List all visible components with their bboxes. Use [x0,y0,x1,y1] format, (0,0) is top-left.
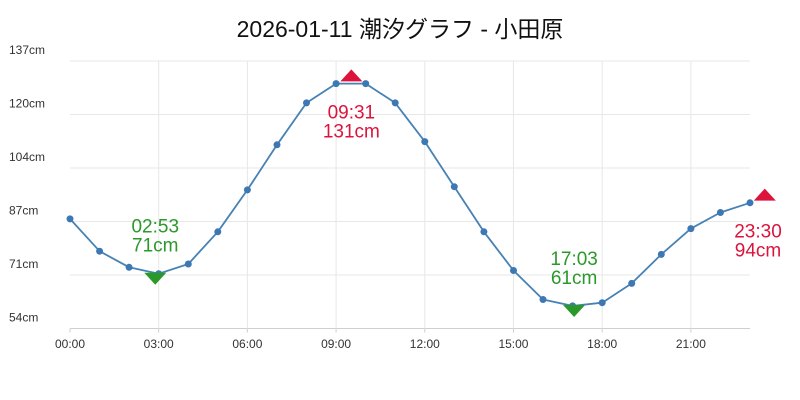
y-tick-label: 87cm [9,204,38,218]
high-tide-marker-icon [753,188,776,201]
x-tick-label: 12:00 [410,337,440,351]
grid-lines [70,60,750,329]
high-tide-marker-icon [340,69,363,82]
high-tide-time-label: 23:30 [734,222,782,243]
x-tick-label: 21:00 [676,337,706,351]
data-point[interactable] [421,138,429,146]
high-tide-time-label: 09:31 [328,102,376,123]
high-tide-height-label: 131cm [323,121,380,142]
data-point[interactable] [332,80,340,88]
y-tick-label: 104cm [9,150,45,164]
x-tick-label: 06:00 [232,337,262,351]
data-point[interactable] [362,80,370,88]
data-point[interactable] [303,99,310,107]
data-point[interactable] [628,279,636,287]
data-point[interactable] [243,186,251,194]
data-point[interactable] [687,225,695,233]
low-tide-height-label: 61cm [551,268,597,289]
y-tick-label: 71cm [9,257,38,271]
data-point[interactable] [273,141,281,149]
low-tide-time-label: 02:53 [131,217,179,238]
y-tick-label: 54cm [9,311,38,325]
data-point[interactable] [125,263,133,271]
low-tide-height-label: 71cm [132,236,178,257]
data-point[interactable] [66,215,74,223]
y-tick-label: 120cm [9,97,45,111]
x-axis-labels: 00:00 03:00 06:00 09:00 12:00 15:00 18:00 21:00 [55,337,706,351]
data-point[interactable] [510,267,517,274]
high-tide-height-label: 94cm [735,241,781,262]
y-axis-labels: 137cm 120cm 104cm 87cm 71cm 54cm [9,43,45,325]
data-point[interactable] [539,296,547,303]
data-point[interactable] [96,247,104,255]
y-tick-label: 137cm [9,43,45,57]
low-tide-marker-icon [563,304,586,317]
x-axis [69,328,692,333]
data-point[interactable] [746,199,754,207]
data-point[interactable] [391,99,399,107]
x-tick-label: 18:00 [587,337,617,351]
data-point[interactable] [716,209,724,216]
low-tide-marker-icon [144,272,167,285]
low-tide-time-label: 17:03 [550,249,598,270]
data-point[interactable] [598,299,606,307]
x-tick-label: 15:00 [498,337,528,351]
x-tick-label: 00:00 [55,337,85,351]
data-point[interactable] [184,260,192,268]
chart-title: 2026-01-11 潮汐グラフ - 小田原 [237,16,564,42]
x-tick-label: 03:00 [144,337,174,351]
data-point[interactable] [480,228,488,236]
data-point[interactable] [657,250,665,258]
x-tick-label: 09:00 [321,337,351,351]
tide-line-series [69,82,751,307]
data-point[interactable] [450,183,458,191]
tide-curve [69,82,751,307]
data-point[interactable] [214,228,222,236]
